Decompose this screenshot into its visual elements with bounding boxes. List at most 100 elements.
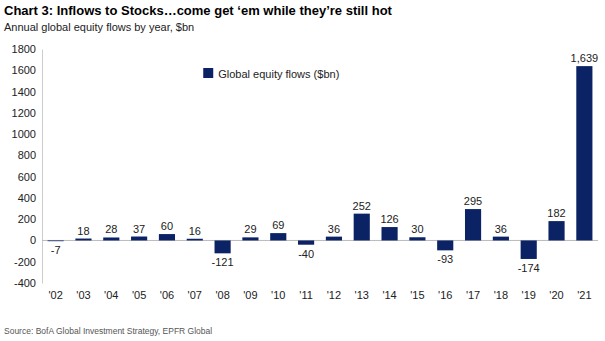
data-label: 30 (411, 223, 423, 235)
y-tick-label: 1200 (12, 107, 36, 119)
y-tick-label: 0 (30, 234, 36, 246)
data-label: 18 (77, 225, 89, 237)
x-tick-label: '14 (382, 289, 396, 301)
x-tick: '02 (48, 283, 62, 301)
bars (48, 66, 593, 259)
data-label: -174 (518, 262, 540, 274)
x-tick: '14 (382, 283, 396, 301)
source: Source: BofA Global Investment Strategy,… (4, 326, 212, 336)
y-tick-label: 1800 (12, 43, 36, 55)
y-tick: 1200 (12, 107, 42, 119)
title: Chart 3: Inflows to Stocks…come get ‘em … (4, 3, 393, 18)
x-tick-label: '13 (355, 289, 369, 301)
bar (75, 239, 91, 241)
y-tick-label: 200 (18, 213, 36, 225)
x-tick: '19 (522, 283, 536, 301)
x-tick: '11 (299, 283, 313, 301)
bar (409, 237, 425, 240)
y-tick-label: -400 (14, 277, 36, 289)
y-tick: 1400 (12, 86, 42, 98)
data-labels: -71828376016-1212969-403625212630-932953… (51, 52, 598, 274)
y-tick: 600 (18, 171, 42, 183)
y-tick: 200 (18, 213, 42, 225)
data-label: 69 (272, 219, 284, 231)
x-tick: '21 (577, 283, 591, 301)
y-tick: 400 (18, 192, 42, 204)
chart-svg: Chart 3: Inflows to Stocks…come get ‘em … (0, 0, 605, 341)
bar (103, 237, 119, 240)
bar (48, 240, 64, 242)
data-label: -40 (298, 248, 314, 260)
y-tick-label: 1400 (12, 86, 36, 98)
x-tick: '13 (355, 283, 369, 301)
x-tick-label: '11 (299, 289, 313, 301)
x-tick: '20 (549, 283, 563, 301)
x-tick-label: '02 (48, 289, 62, 301)
legend: Global equity flows ($bn) (203, 68, 339, 80)
x-tick: '03 (76, 283, 90, 301)
y-tick: 1800 (12, 43, 42, 55)
y-axis: -400 -200 0 200 400 600 800 1000 1200 1400 1600 180… (12, 43, 43, 289)
x-tick: '12 (327, 283, 341, 301)
bar (187, 239, 203, 241)
chart-container: Chart 3: Inflows to Stocks…come get ‘em … (0, 0, 605, 341)
y-tick-label: 1600 (12, 64, 36, 76)
data-label: 182 (547, 207, 565, 219)
x-tick-label: '16 (438, 289, 452, 301)
y-tick: -200 (14, 256, 42, 268)
y-tick-label: 1000 (12, 128, 36, 140)
bar (576, 66, 592, 240)
y-tick: 800 (18, 149, 42, 161)
zero-line (42, 240, 598, 241)
y-tick-label: 400 (18, 192, 36, 204)
x-tick-label: '12 (327, 289, 341, 301)
y-axis-line (42, 50, 43, 284)
data-label: 36 (495, 223, 507, 235)
x-tick-label: '04 (104, 289, 118, 301)
bar (298, 240, 314, 244)
legend-label: Global equity flows ($bn) (218, 68, 339, 80)
bar (242, 237, 258, 240)
x-tick-label: '18 (494, 289, 508, 301)
y-tick-label: -200 (14, 256, 36, 268)
y-tick: 1600 (12, 64, 42, 76)
data-label: 36 (328, 223, 340, 235)
data-label: 1,639 (571, 52, 599, 64)
bar (215, 240, 231, 253)
x-tick: '10 (271, 283, 285, 301)
x-tick-label: '10 (271, 289, 285, 301)
x-tick: '17 (466, 283, 480, 301)
y-tick: -400 (14, 277, 42, 289)
data-label: -121 (212, 256, 234, 268)
x-tick: '18 (494, 283, 508, 301)
x-axis: '02 '03 '04 '05 '06 '07 '08 '09 '10 '11 '12 '13 '14 '… (48, 283, 591, 301)
x-tick: '15 (410, 283, 424, 301)
x-tick: '04 (104, 283, 118, 301)
x-tick: '16 (438, 283, 452, 301)
bar (548, 221, 564, 240)
x-tick-label: '15 (410, 289, 424, 301)
bar (326, 237, 342, 241)
data-label: 295 (464, 195, 482, 207)
x-tick-label: '21 (577, 289, 591, 301)
data-label: 29 (244, 223, 256, 235)
data-label: 37 (133, 223, 145, 235)
data-label: 126 (380, 213, 398, 225)
x-tick-label: '05 (132, 289, 146, 301)
x-tick: '08 (215, 283, 229, 301)
x-tick: '07 (188, 283, 202, 301)
legend-swatch (203, 68, 213, 78)
y-tick: 1000 (12, 128, 42, 140)
x-tick-label: '09 (243, 289, 257, 301)
x-tick: '06 (160, 283, 174, 301)
bar (131, 237, 147, 241)
x-tick-label: '07 (188, 289, 202, 301)
bar (465, 209, 481, 240)
x-tick-label: '03 (76, 289, 90, 301)
data-label: -93 (437, 253, 453, 265)
bar (354, 214, 370, 241)
y-tick: 0 (30, 234, 42, 246)
x-tick-label: '20 (549, 289, 563, 301)
bar (159, 234, 175, 240)
y-tick-label: 600 (18, 171, 36, 183)
